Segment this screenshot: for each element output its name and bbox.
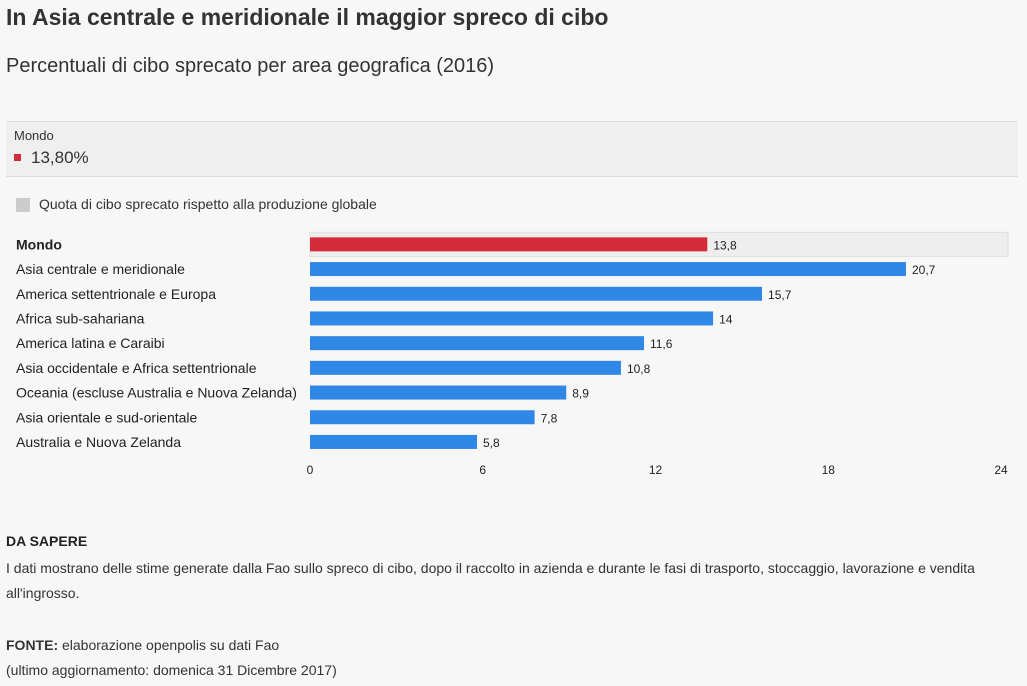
value-label: 11,6 [650, 337, 673, 351]
category-label: America settentrionale e Europa [16, 286, 216, 302]
category-label: Oceania (escluse Australia e Nuova Zelan… [16, 385, 297, 401]
source: FONTE: elaborazione openpolis su dati Fa… [6, 633, 337, 683]
chart-subtitle: Percentuali di cibo sprecato per area ge… [6, 55, 495, 77]
value-label: 15,7 [768, 288, 792, 302]
category-label: Australia e Nuova Zelanda [16, 434, 181, 450]
x-tick-label: 0 [307, 463, 314, 477]
value-label: 20,7 [912, 263, 936, 277]
category-label: America latina e Caraibi [16, 335, 165, 351]
chart-title: In Asia centrale e meridionale il maggio… [6, 4, 609, 30]
info-box: Mondo 13,80% [6, 121, 1018, 177]
category-label: Africa sub-sahariana [16, 310, 145, 326]
info-swatch [14, 154, 21, 161]
notes-text: I dati mostrano delle stime generate dal… [6, 560, 975, 601]
legend-label: Quota di cibo sprecato rispetto alla pro… [39, 196, 377, 212]
source-label: FONTE: [6, 637, 59, 653]
value-label: 14 [719, 312, 733, 326]
value-label: 10,8 [627, 362, 651, 376]
category-label: Asia occidentale e Africa settentrionale [16, 360, 257, 376]
value-label: 5,8 [483, 436, 500, 450]
bar [310, 311, 714, 326]
legend-swatch [16, 198, 30, 212]
value-label: 8,9 [572, 387, 589, 401]
bar-chart: Mondo 13,8 Asia centrale e meridionale 20,7… [16, 231, 1009, 477]
info-value: 13,80% [31, 148, 89, 167]
x-tick-label: 18 [822, 463, 836, 477]
source-updated: (ultimo aggiornamento: domenica 31 Dicem… [6, 662, 337, 678]
info-label: Mondo [14, 128, 54, 143]
category-label: Asia orientale e sud-orientale [16, 409, 198, 425]
bar [310, 336, 644, 351]
value-label: 13,8 [713, 238, 737, 252]
bar [310, 434, 477, 449]
x-tick-label: 12 [649, 463, 663, 477]
bar [310, 286, 763, 301]
bar [310, 237, 708, 252]
bar [310, 410, 535, 425]
category-label: Asia centrale e meridionale [16, 261, 185, 277]
x-tick-label: 24 [994, 463, 1008, 477]
x-tick-label: 6 [479, 463, 486, 477]
bar [310, 385, 567, 400]
source-text: elaborazione openpolis su dati Fao [58, 637, 280, 653]
notes-heading: DA SAPERE [6, 533, 88, 549]
bar [310, 262, 906, 277]
category-label: Mondo [16, 236, 62, 252]
bar [310, 360, 621, 375]
value-label: 7,8 [541, 411, 558, 425]
